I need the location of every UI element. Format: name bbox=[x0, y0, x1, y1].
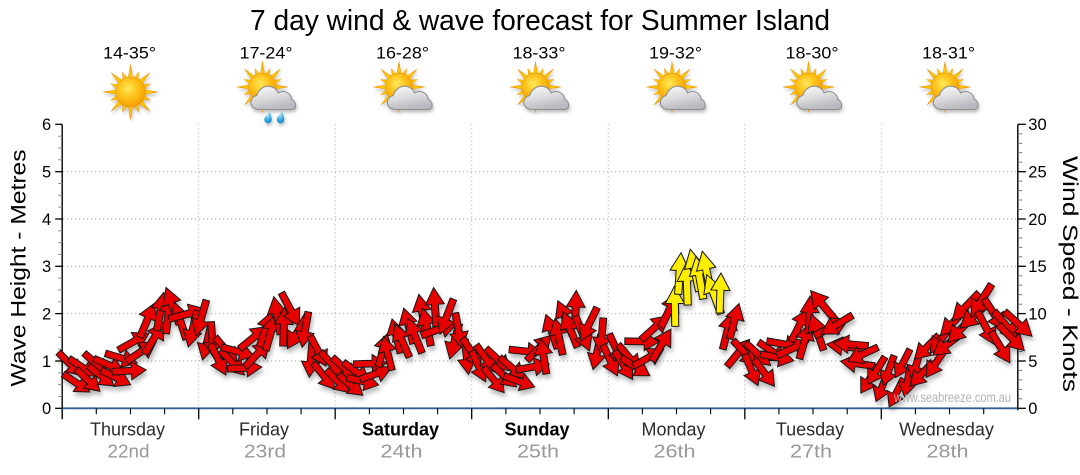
svg-text:5: 5 bbox=[1028, 353, 1037, 371]
svg-text:25th: 25th bbox=[517, 442, 559, 462]
svg-text:3: 3 bbox=[42, 258, 51, 276]
svg-text:4: 4 bbox=[42, 211, 51, 229]
svg-text:Thursday: Thursday bbox=[90, 420, 165, 440]
svg-text:7 day wind & wave forecast for: 7 day wind & wave forecast for Summer Is… bbox=[250, 5, 830, 37]
svg-text:18-30°: 18-30° bbox=[786, 45, 839, 63]
svg-text:2: 2 bbox=[42, 305, 51, 323]
svg-text:15: 15 bbox=[1028, 258, 1046, 276]
svg-text:Wednesday: Wednesday bbox=[899, 420, 994, 440]
svg-text:14-35°: 14-35° bbox=[103, 45, 156, 63]
svg-text:23rd: 23rd bbox=[244, 442, 286, 462]
svg-text:5: 5 bbox=[42, 164, 51, 182]
svg-text:0: 0 bbox=[1028, 400, 1037, 418]
svg-text:Wind Speed - Knots: Wind Speed - Knots bbox=[1058, 156, 1080, 392]
svg-text:22nd: 22nd bbox=[108, 442, 150, 462]
svg-text:Sunday: Sunday bbox=[504, 420, 569, 440]
svg-text:Saturday: Saturday bbox=[362, 420, 439, 440]
svg-text:26th: 26th bbox=[654, 442, 696, 462]
svg-text:1: 1 bbox=[42, 353, 51, 371]
svg-text:19-32°: 19-32° bbox=[649, 45, 702, 63]
svg-text:Wave Height - Metres: Wave Height - Metres bbox=[8, 150, 31, 387]
svg-text:Friday: Friday bbox=[239, 420, 289, 440]
svg-text:20: 20 bbox=[1028, 211, 1046, 229]
svg-text:18-31°: 18-31° bbox=[922, 45, 975, 63]
svg-text:0: 0 bbox=[42, 400, 51, 418]
svg-text:Tuesday: Tuesday bbox=[776, 420, 844, 440]
svg-text:17-24°: 17-24° bbox=[240, 45, 293, 63]
svg-text:6: 6 bbox=[42, 116, 51, 134]
svg-text:18-33°: 18-33° bbox=[513, 45, 566, 63]
svg-text:24th: 24th bbox=[381, 442, 423, 462]
svg-text:28th: 28th bbox=[927, 442, 969, 462]
svg-text:16-28°: 16-28° bbox=[376, 45, 429, 63]
svg-text:www.seabreeze.com.au: www.seabreeze.com.au bbox=[893, 390, 1011, 405]
svg-text:10: 10 bbox=[1028, 305, 1046, 323]
svg-text:Monday: Monday bbox=[641, 420, 705, 440]
svg-text:25: 25 bbox=[1028, 164, 1046, 182]
svg-text:30: 30 bbox=[1028, 116, 1046, 134]
svg-text:27th: 27th bbox=[790, 442, 832, 462]
